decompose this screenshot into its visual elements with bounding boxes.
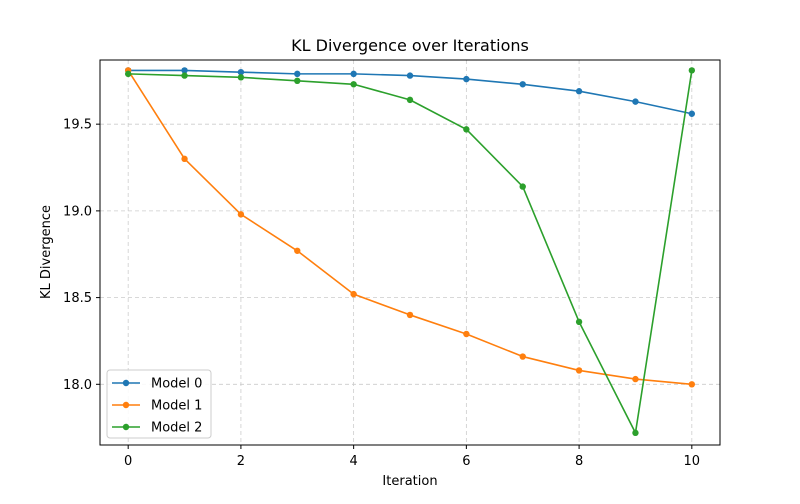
series-line	[128, 70, 693, 434]
data-point	[463, 126, 470, 133]
data-point	[688, 381, 696, 388]
chart-title: KL Divergence over Iterations	[291, 36, 529, 55]
data-point	[124, 70, 132, 78]
data-point	[575, 367, 583, 374]
axis-ticks: 0 2 4 6 8 10 18.0 18.5 19.0 19.5	[63, 118, 700, 469]
data-point	[632, 375, 639, 383]
x-tick-label: 4	[349, 454, 357, 469]
legend-label: Model 2	[151, 421, 202, 436]
x-axis-label: Iteration	[382, 474, 437, 489]
data-point	[632, 429, 639, 437]
data-point	[688, 110, 696, 117]
data-point	[519, 81, 526, 88]
data-point	[294, 247, 301, 254]
data-point	[350, 70, 357, 78]
data-point	[575, 318, 583, 326]
x-tick-label: 10	[684, 454, 701, 469]
y-tick-label: 18.0	[63, 378, 92, 393]
data-point	[406, 96, 414, 104]
legend-box	[106, 369, 212, 439]
series-1	[124, 67, 696, 388]
x-tick-label: 2	[237, 454, 245, 469]
data-point	[237, 211, 245, 218]
y-tick-label: 19.0	[63, 204, 92, 219]
legend-label: Model 0	[151, 377, 202, 392]
x-tick-label: 0	[124, 454, 132, 469]
data-point	[350, 290, 357, 298]
data-point	[406, 311, 414, 319]
grid	[100, 60, 720, 445]
legend-swatch-marker	[122, 379, 130, 387]
data-point	[519, 353, 526, 360]
series-2	[124, 67, 696, 437]
series-line	[127, 69, 692, 386]
data-point	[237, 74, 245, 81]
data-point	[294, 70, 301, 78]
data-point	[350, 81, 357, 88]
y-tick-label: 19.5	[63, 118, 92, 133]
data-point	[181, 67, 188, 74]
data-point	[181, 155, 188, 163]
data-point	[688, 67, 696, 74]
legend-swatch-marker	[122, 423, 130, 431]
legend-label: Model 1	[151, 399, 202, 414]
legend-swatch-marker	[122, 401, 130, 409]
series-lines	[124, 67, 696, 437]
data-point	[632, 98, 639, 105]
data-point	[519, 183, 526, 190]
data-point	[463, 330, 470, 338]
data-point	[463, 75, 470, 83]
data-point	[575, 88, 583, 95]
y-tick-label: 18.5	[63, 291, 92, 306]
data-point	[294, 77, 301, 85]
series-0	[124, 67, 696, 117]
data-point	[237, 68, 245, 76]
x-tick-label: 8	[575, 454, 583, 469]
plot-area-frame	[99, 59, 721, 446]
x-tick-label: 6	[462, 454, 470, 469]
data-point	[406, 72, 414, 79]
y-axis-label: KL Divergence	[39, 205, 54, 299]
data-point	[181, 72, 188, 79]
legend: Model 0 Model 1 Model 2	[106, 369, 212, 439]
